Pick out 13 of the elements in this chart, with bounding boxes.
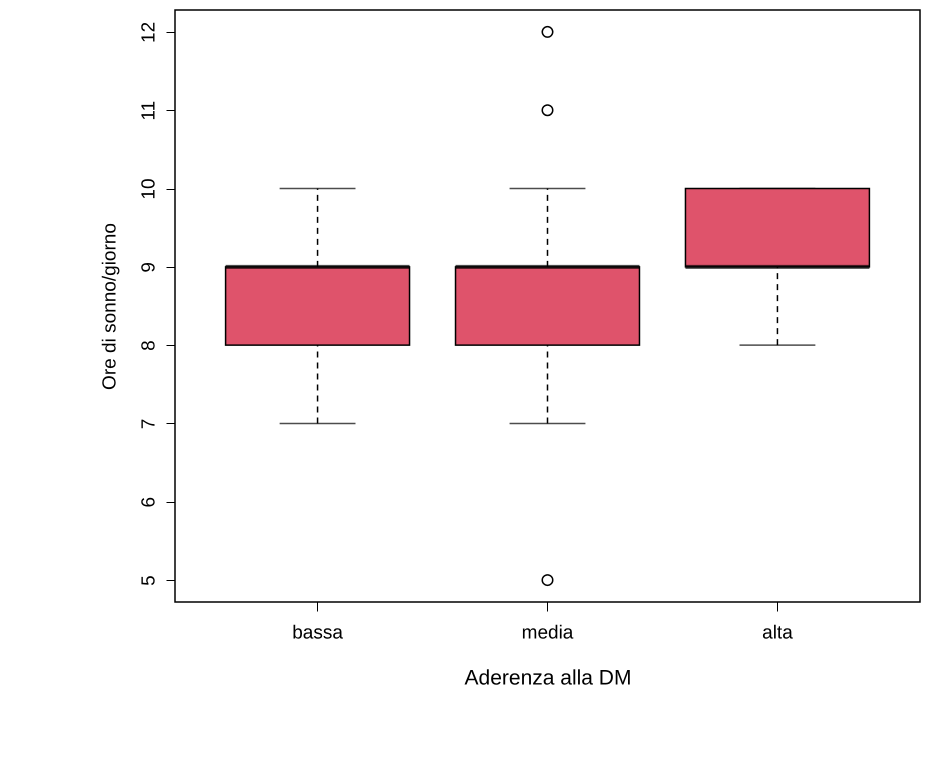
y-axis-title: Ore di sonno/giorno — [100, 223, 120, 390]
x-tick-label: alta — [762, 622, 794, 644]
y-tick-label: 11 — [138, 100, 160, 121]
y-tick-label: 10 — [138, 178, 160, 200]
y-tick-label: 6 — [138, 496, 160, 508]
x-axis-title: Aderenza alla DM — [464, 666, 632, 690]
x-tick-label: bassa — [292, 622, 344, 644]
y-tick-label: 9 — [138, 262, 160, 273]
y-tick-label: 5 — [138, 575, 160, 586]
y-tick-label: 12 — [138, 22, 160, 43]
y-tick-label: 8 — [138, 340, 160, 351]
y-tick-label: 7 — [138, 418, 160, 430]
x-tick-label: media — [522, 622, 574, 644]
